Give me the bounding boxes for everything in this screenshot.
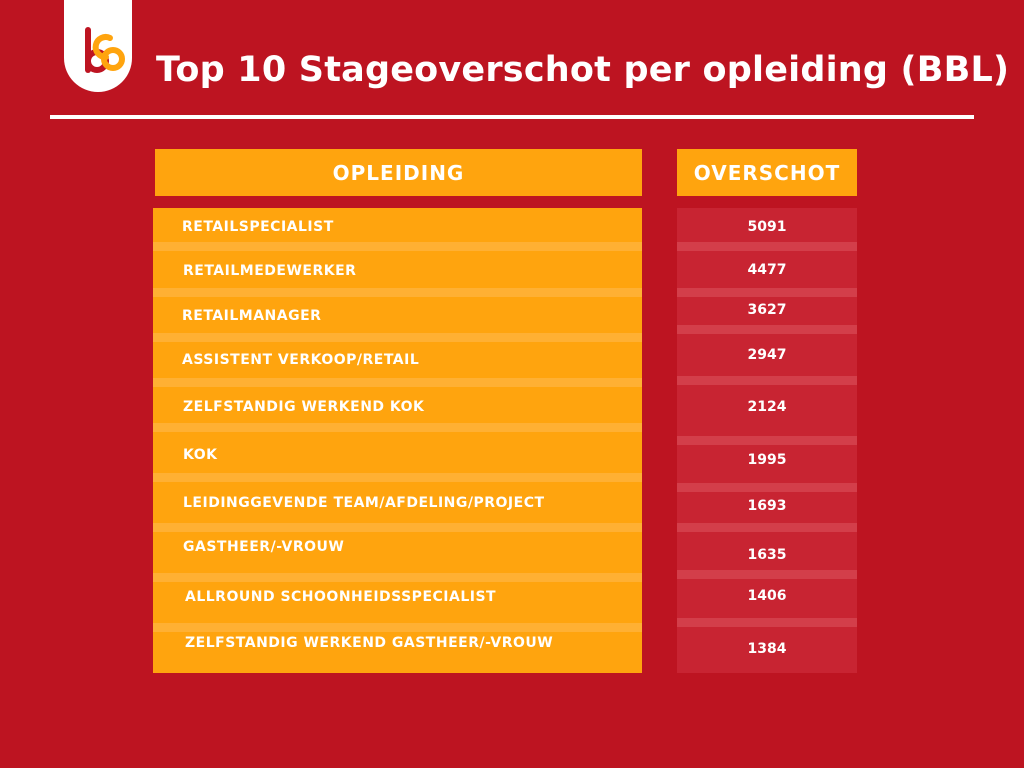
row-separator	[153, 378, 642, 387]
column-header-opleiding: OPLEIDING	[155, 149, 642, 196]
overschot-value: 3627	[747, 302, 787, 318]
overschot-value: 1384	[747, 641, 787, 657]
row-separator	[153, 523, 642, 532]
opleiding-label: ZELFSTANDIG WERKEND KOK	[183, 399, 425, 415]
sbb-logo-icon	[85, 27, 125, 73]
row-separator	[677, 523, 857, 532]
row-separator	[153, 573, 642, 582]
row-separator	[677, 376, 857, 385]
row-separator	[677, 483, 857, 492]
column-header-overschot: OVERSCHOT	[677, 149, 857, 196]
row-separator	[153, 242, 642, 251]
overschot-value: 1406	[747, 588, 787, 604]
row-separator	[677, 325, 857, 334]
row-separator	[677, 288, 857, 297]
row-separator	[677, 618, 857, 627]
overschot-value: 1995	[747, 452, 787, 468]
row-separator	[677, 436, 857, 445]
opleiding-label: RETAILMEDEWERKER	[183, 263, 357, 279]
opleiding-label: ASSISTENT VERKOOP/RETAIL	[182, 352, 420, 368]
opleiding-label: ALLROUND SCHOONHEIDSSPECIALIST	[185, 589, 497, 605]
row-separator	[153, 288, 642, 297]
row-separator	[153, 473, 642, 482]
page-title: Top 10 Stageoverschot per opleiding (BBL…	[156, 50, 1010, 90]
opleiding-label: LEIDINGGEVENDE TEAM/AFDELING/PROJECT	[183, 495, 545, 511]
row-separator	[153, 423, 642, 432]
opleiding-label: ZELFSTANDIG WERKEND GASTHEER/-VROUW	[185, 635, 554, 651]
row-separator	[677, 242, 857, 251]
opleiding-column: RETAILSPECIALIST RETAILMEDEWERKER RETAILMA…	[153, 208, 642, 673]
title-divider	[50, 115, 974, 119]
overschot-value: 4477	[747, 262, 787, 278]
overschot-value: 2124	[747, 399, 787, 415]
opleiding-label: GASTHEER/-VROUW	[183, 539, 345, 555]
overschot-value: 2947	[747, 347, 787, 363]
logo-badge	[64, 0, 132, 92]
row-separator	[153, 623, 642, 632]
opleiding-label: RETAILMANAGER	[182, 308, 322, 324]
overschot-column: 5091 4477 3627 2947 2124 1995 1693 1635 1406 1384	[677, 208, 857, 673]
overschot-value: 5091	[747, 219, 787, 235]
opleiding-label: KOK	[183, 447, 218, 463]
opleiding-label: RETAILSPECIALIST	[182, 219, 334, 235]
row-separator	[677, 570, 857, 579]
overschot-value: 1635	[747, 547, 787, 563]
overschot-value: 1693	[747, 498, 787, 514]
row-separator	[153, 333, 642, 342]
